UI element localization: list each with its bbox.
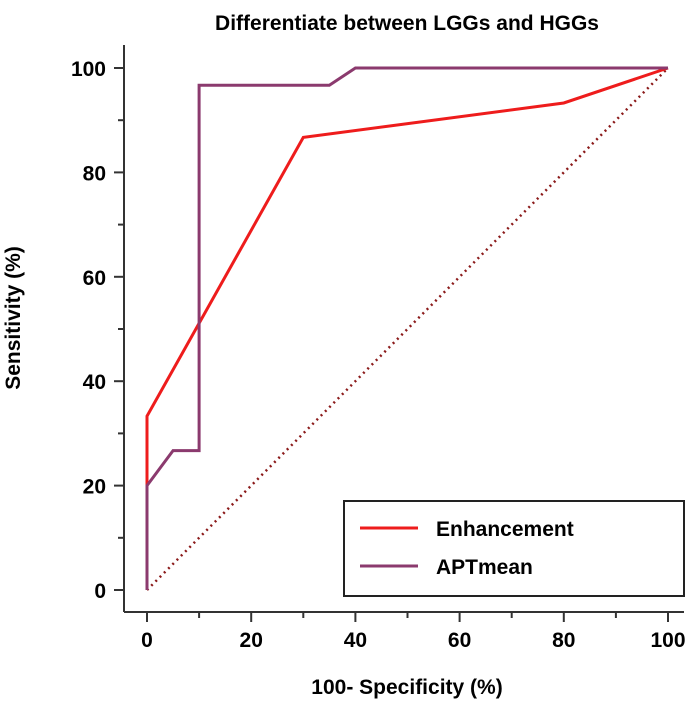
y-tick-label: 60 <box>83 267 106 290</box>
legend-label-aptmean: APTmean <box>436 556 533 579</box>
x-axis-label: 100- Specificity (%) <box>311 676 502 699</box>
y-axis-label: Sensitivity (%) <box>2 246 25 390</box>
x-tick-label: 0 <box>141 629 153 652</box>
y-tick-label: 80 <box>83 162 106 185</box>
y-tick-label: 100 <box>71 58 106 81</box>
legend: Enhancement APTmean <box>343 500 685 597</box>
y-tick-label: 40 <box>83 371 106 394</box>
legend-label-enhancement: Enhancement <box>436 518 574 541</box>
x-tick-label: 100 <box>650 629 685 652</box>
x-tick-label: 40 <box>344 629 367 652</box>
y-tick-label: 20 <box>83 476 106 499</box>
x-tick-label: 20 <box>240 629 263 652</box>
series-line-aptmean <box>145 66 668 590</box>
chart-title: Differentiate between LGGs and HGGs <box>215 12 599 35</box>
series-layer <box>145 66 669 591</box>
legend-box <box>343 500 685 597</box>
x-tick-label: 60 <box>448 629 471 652</box>
x-tick-label: 80 <box>552 629 575 652</box>
axis-ticks: 0 20 40 60 80 100 0 20 40 60 80 100 <box>71 58 686 652</box>
y-tick-label: 0 <box>94 580 106 603</box>
series-line-enhancement <box>145 66 669 590</box>
